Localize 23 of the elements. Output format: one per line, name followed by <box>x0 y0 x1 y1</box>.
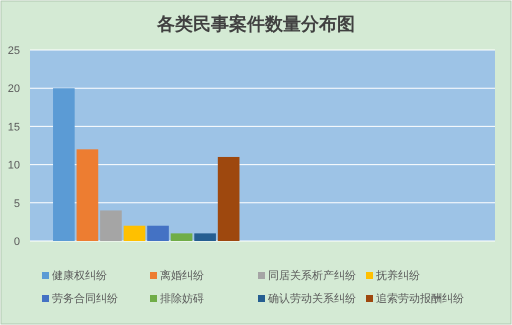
legend-label: 健康权纠纷 <box>52 269 107 282</box>
legend-label: 劳务合同纠纷 <box>52 292 118 305</box>
bar <box>53 88 75 241</box>
legend-label: 抚养纠纷 <box>375 269 420 282</box>
legend-label: 同居关系析产纠纷 <box>268 269 356 282</box>
y-tick-label: 15 <box>8 121 20 134</box>
y-tick-label: 5 <box>14 198 20 210</box>
legend-label: 追索劳动报酬纠纷 <box>376 292 464 305</box>
legend-label: 确认劳动关系纠纷 <box>267 292 356 305</box>
bar <box>218 156 240 241</box>
bar <box>194 233 216 241</box>
bar <box>147 226 169 241</box>
y-tick-label: 20 <box>8 83 20 96</box>
bar <box>124 226 146 241</box>
legend-label: 离婚纠纷 <box>160 269 204 282</box>
legend-label: 排除妨碍 <box>160 293 204 305</box>
y-tick-label: 10 <box>8 160 20 172</box>
bar <box>170 233 192 241</box>
bar <box>76 149 98 241</box>
bar <box>100 210 122 241</box>
y-tick-label: 25 <box>8 45 20 57</box>
chart-title: 各类民事案件数量分布图 <box>156 14 355 34</box>
y-tick-label: 0 <box>14 236 20 248</box>
